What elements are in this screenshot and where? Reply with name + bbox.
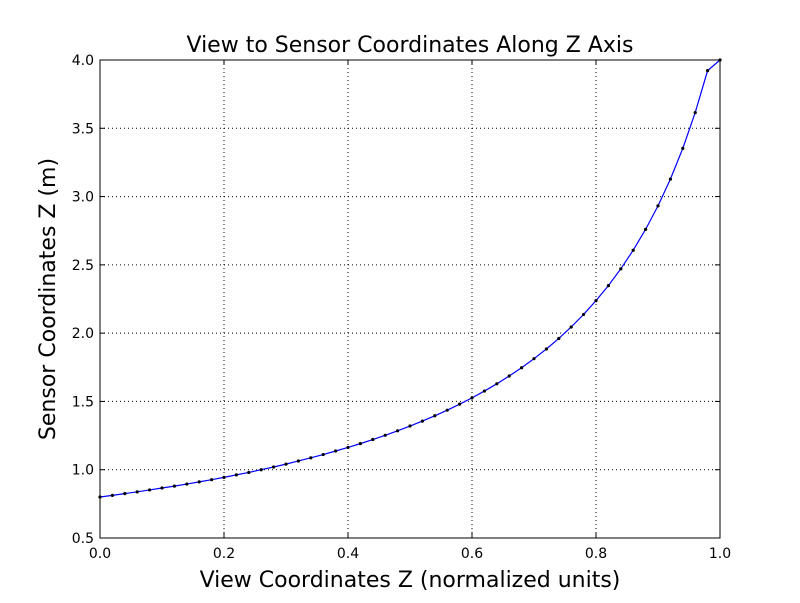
plot-area bbox=[98, 58, 722, 499]
data-point bbox=[495, 382, 499, 386]
data-point bbox=[631, 248, 635, 252]
data-point bbox=[706, 69, 710, 73]
data-point bbox=[272, 465, 276, 469]
y-tick-label: 1.0 bbox=[72, 463, 94, 479]
x-axis-ticks: 0.0 0.2 0.4 0.6 0.8 1.0 bbox=[89, 60, 731, 562]
y-axis-label: Sensor Coordinates Z (m) bbox=[36, 158, 61, 440]
data-point bbox=[358, 442, 362, 446]
data-point bbox=[321, 452, 325, 457]
data-point bbox=[569, 325, 573, 329]
data-point bbox=[445, 408, 449, 412]
grid-lines bbox=[100, 60, 720, 538]
data-point bbox=[557, 336, 561, 341]
data-point bbox=[296, 459, 300, 463]
y-tick-label: 3.5 bbox=[72, 121, 94, 137]
y-tick-label: 4.0 bbox=[72, 53, 94, 69]
data-point bbox=[383, 433, 387, 437]
data-point bbox=[619, 267, 623, 271]
data-point bbox=[544, 347, 549, 351]
data-point bbox=[222, 475, 226, 479]
data-point bbox=[172, 484, 176, 488]
data-point bbox=[284, 462, 288, 466]
data-point bbox=[681, 146, 685, 150]
data-point bbox=[458, 402, 462, 406]
data-point bbox=[644, 227, 648, 231]
data-point bbox=[420, 419, 424, 423]
data-point bbox=[408, 424, 412, 428]
data-point bbox=[470, 396, 474, 400]
data-point bbox=[135, 490, 139, 494]
data-point bbox=[148, 488, 152, 492]
series-line bbox=[99, 59, 721, 498]
data-point bbox=[396, 429, 400, 433]
data-point bbox=[234, 473, 238, 477]
data-point bbox=[656, 204, 660, 208]
y-tick-label: 3.0 bbox=[72, 190, 94, 206]
x-tick-label: 0.2 bbox=[213, 546, 235, 562]
data-point bbox=[309, 456, 313, 460]
y-axis-ticks: 0.5 1.0 1.5 2.0 2.5 3.0 3.5 4.0 bbox=[72, 53, 720, 547]
data-point bbox=[110, 493, 114, 497]
x-tick-label: 0.0 bbox=[89, 546, 111, 562]
data-point bbox=[123, 492, 127, 496]
data-point bbox=[334, 449, 338, 453]
data-point bbox=[668, 177, 673, 181]
data-point bbox=[594, 299, 598, 303]
data-point bbox=[482, 389, 486, 393]
x-tick-label: 0.6 bbox=[461, 546, 483, 562]
data-point bbox=[210, 478, 214, 482]
y-tick-label: 2.5 bbox=[72, 258, 94, 274]
data-point bbox=[371, 437, 375, 442]
data-point bbox=[259, 468, 263, 472]
x-tick-label: 1.0 bbox=[709, 546, 731, 562]
data-point bbox=[185, 482, 189, 486]
x-tick-label: 0.8 bbox=[585, 546, 607, 562]
data-point bbox=[606, 284, 611, 288]
data-point bbox=[532, 357, 536, 361]
x-axis-label: View Coordinates Z (normalized units) bbox=[200, 568, 621, 593]
y-tick-label: 0.5 bbox=[72, 531, 94, 547]
data-point bbox=[160, 486, 164, 490]
data-point bbox=[582, 312, 586, 317]
data-point bbox=[346, 445, 350, 450]
data-point bbox=[520, 366, 524, 370]
y-tick-label: 2.0 bbox=[72, 326, 94, 342]
y-tick-label: 1.5 bbox=[72, 394, 94, 410]
chart-title: View to Sensor Coordinates Along Z Axis bbox=[187, 33, 634, 58]
x-tick-label: 0.4 bbox=[337, 546, 359, 562]
data-point bbox=[693, 110, 697, 115]
plot-frame bbox=[99, 59, 721, 539]
data-point bbox=[433, 414, 437, 418]
data-point bbox=[247, 470, 251, 475]
data-point bbox=[197, 480, 201, 484]
data-point bbox=[507, 374, 511, 378]
